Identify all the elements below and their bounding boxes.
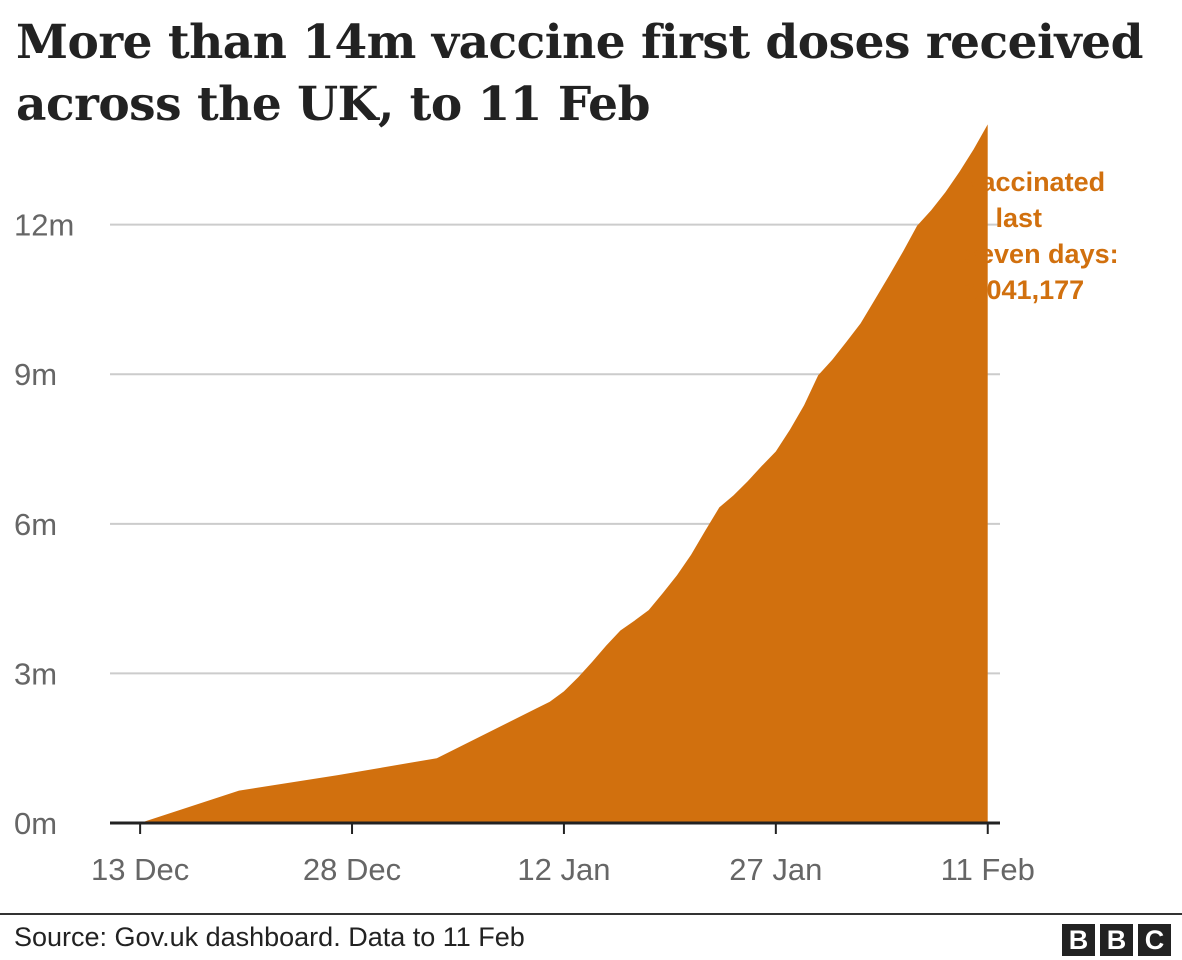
x-tick-label: 12 Jan bbox=[517, 852, 610, 887]
page-title: More than 14m vaccine first doses receiv… bbox=[16, 15, 1143, 132]
footer-divider bbox=[0, 913, 1182, 915]
x-tick-label: 13 Dec bbox=[91, 852, 189, 887]
x-axis-ticks: 13 Dec 28 Dec 12 Jan 27 Jan 11 Feb bbox=[91, 823, 1035, 887]
bbc-logo-letter: B bbox=[1100, 924, 1133, 956]
bbc-logo-letter: B bbox=[1062, 924, 1095, 956]
area-chart: 0m 3m 6m 9m 12m 13 Dec 28 Dec 12 Jan 27 Jan 11 F… bbox=[14, 124, 1035, 887]
x-tick-label: 11 Feb bbox=[941, 852, 1035, 887]
y-tick-label: 3m bbox=[14, 656, 57, 691]
annotation-value: 3,041,177 bbox=[964, 275, 1085, 305]
annotation-line-2: in last bbox=[964, 203, 1043, 233]
vaccinated-area bbox=[140, 124, 988, 823]
y-tick-label: 12m bbox=[14, 208, 74, 243]
y-axis-ticks: 0m 3m 6m 9m 12m bbox=[14, 208, 74, 841]
y-tick-label: 0m bbox=[14, 806, 57, 841]
y-tick-label: 6m bbox=[14, 507, 57, 542]
bbc-logo-letter: C bbox=[1138, 924, 1171, 956]
last-seven-days-annotation: Vaccinated in last seven days: 3,041,177 bbox=[964, 164, 1174, 308]
x-tick-label: 27 Jan bbox=[729, 852, 822, 887]
x-tick-label: 28 Dec bbox=[303, 852, 401, 887]
annotation-line-1: Vaccinated bbox=[964, 167, 1106, 197]
bbc-logo: B B C bbox=[1062, 924, 1171, 956]
annotation-line-3: seven days: bbox=[964, 239, 1119, 269]
y-tick-label: 9m bbox=[14, 357, 57, 392]
source-note: Source: Gov.uk dashboard. Data to 11 Feb bbox=[14, 922, 525, 952]
